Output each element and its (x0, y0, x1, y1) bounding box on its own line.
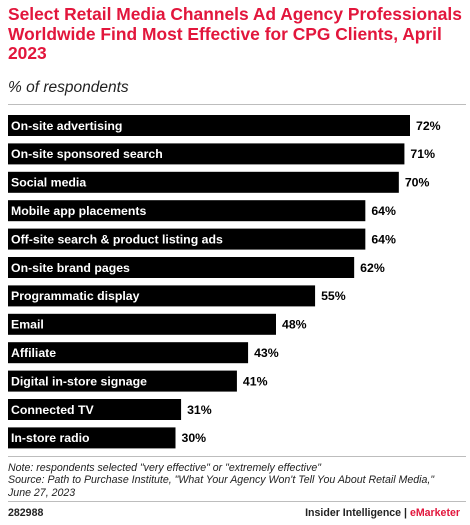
brand-separator: | (401, 507, 410, 519)
value-label: 71% (410, 147, 435, 161)
chart-note: Note: respondents selected "very effecti… (8, 462, 464, 499)
category-label: On-site sponsored search (11, 147, 163, 161)
bar-on-site-advertising (8, 115, 410, 136)
value-label: 64% (371, 204, 396, 218)
bar-in-store-radio (8, 427, 176, 449)
chart-id: 282988 (8, 507, 44, 519)
category-label: On-site brand pages (11, 261, 130, 275)
value-label: 55% (321, 289, 346, 303)
value-label: 31% (187, 403, 212, 417)
bar-mobile-app-placements (8, 200, 366, 222)
category-label: Email (11, 318, 44, 332)
bar-email (8, 313, 276, 335)
chart-title: Select Retail Media Channels Ad Agency P… (8, 4, 462, 63)
footer-divider (8, 501, 466, 502)
value-label: 43% (254, 346, 279, 360)
category-label: In-store radio (11, 431, 90, 445)
top-divider (8, 104, 466, 105)
bar-social-media (8, 171, 399, 193)
category-label: Connected TV (11, 403, 94, 417)
chart-subtitle: % of respondents (8, 79, 129, 96)
category-label: Off-site search & product listing ads (11, 232, 223, 246)
brand-insider-intelligence: Insider Intelligence (305, 507, 402, 519)
bar-off-site-search-product-listing-ads (8, 228, 366, 250)
category-label: On-site advertising (11, 119, 122, 133)
value-label: 41% (243, 374, 268, 388)
value-label: 62% (360, 261, 385, 275)
category-label: Mobile app placements (11, 204, 146, 218)
category-label: Digital in-store signage (11, 374, 147, 388)
brand-logo: Insider Intelligence | eMarketer (305, 507, 460, 519)
note-line: Note: respondents selected "very effecti… (8, 462, 321, 474)
source-line: Source: Path to Purchase Institute, "Wha… (8, 474, 435, 487)
value-label: 30% (182, 431, 207, 445)
bar-on-site-brand-pages (8, 257, 355, 278)
value-label: 70% (405, 176, 430, 190)
value-label: 48% (282, 318, 307, 332)
category-label: Affiliate (11, 346, 56, 360)
bar-connected-tv (8, 399, 182, 420)
source-date-line: June 27, 2023 (8, 486, 76, 499)
category-label: Programmatic display (11, 289, 140, 303)
value-label: 64% (371, 232, 396, 246)
bar-programmatic-display (8, 285, 316, 307)
bar-affiliate (8, 342, 249, 364)
category-label: Social media (11, 176, 86, 190)
bar-on-site-sponsored-search (8, 143, 405, 165)
brand-emarketer: eMarketer (409, 507, 460, 519)
bar-digital-in-store-signage (8, 370, 237, 392)
value-label: 72% (416, 119, 441, 133)
bottom-divider (8, 456, 466, 457)
